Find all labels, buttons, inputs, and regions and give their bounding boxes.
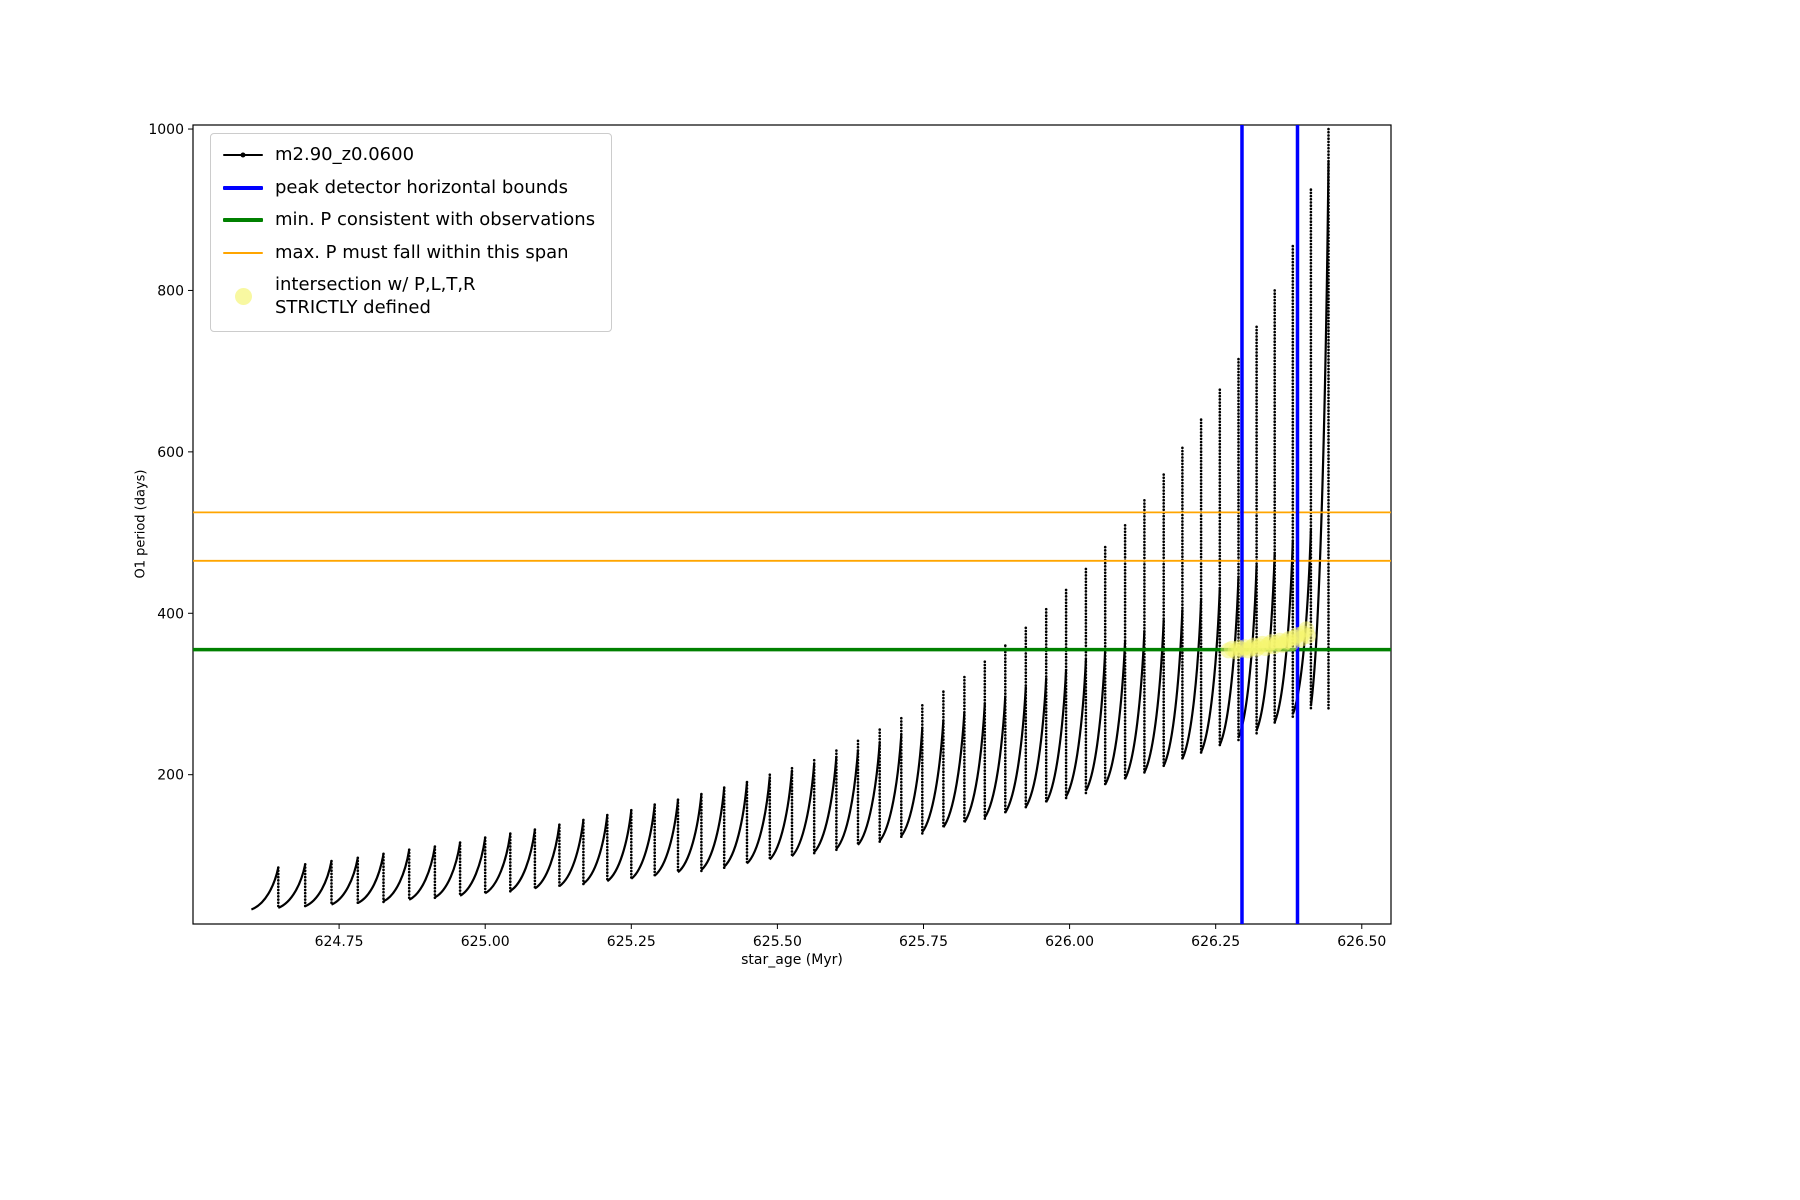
legend-item-min-p: min. P consistent with observations xyxy=(223,209,595,232)
x-tick-label: 626.00 xyxy=(1045,934,1094,950)
series-pulse-spikes xyxy=(277,127,1330,910)
y-tick-label: 800 xyxy=(157,283,184,299)
legend-label: intersection w/ P,L,T,R STRICTLY defined xyxy=(275,274,476,318)
x-tick-label: 626.25 xyxy=(1191,934,1240,950)
legend-label: m2.90_z0.0600 xyxy=(275,144,415,165)
legend-line-swatch-icon xyxy=(223,178,263,198)
legend-line-swatch-icon xyxy=(223,243,263,263)
x-tick-label: 625.75 xyxy=(899,934,948,950)
x-tick-label: 625.50 xyxy=(753,934,802,950)
matplotlib-figure: 624.75 625.00 625.25 625.50 625.75 626.00 626.… xyxy=(133,122,1392,968)
x-tick-label: 625.00 xyxy=(461,934,510,950)
intersection-point xyxy=(1300,627,1316,644)
axes-frame xyxy=(192,124,1392,925)
legend-line-swatch-icon xyxy=(223,145,263,165)
y-tick-label: 1000 xyxy=(148,122,184,138)
x-tick-label: 624.75 xyxy=(315,934,364,950)
y-axis-label: O1 period (days) xyxy=(133,469,149,579)
legend-item-max-p-span: max. P must fall within this span xyxy=(223,242,595,265)
series-curve xyxy=(250,161,1330,911)
x-tick-label: 625.25 xyxy=(607,934,656,950)
legend-label: max. P must fall within this span xyxy=(275,241,569,263)
legend-label: peak detector horizontal bounds xyxy=(275,176,568,198)
x-axis-label: star_age (Myr) xyxy=(741,952,843,968)
legend-item-series: m2.90_z0.0600 xyxy=(223,144,595,167)
y-tick-label: 200 xyxy=(157,768,184,784)
legend-line-swatch-icon xyxy=(223,210,263,230)
legend-marker-dot-icon xyxy=(223,287,263,307)
legend-label: min. P consistent with observations xyxy=(275,209,596,230)
x-tick-label: 626.50 xyxy=(1337,934,1386,950)
legend-item-peak-bounds: peak detector horizontal bounds xyxy=(223,177,595,200)
y-tick-label: 400 xyxy=(157,606,184,622)
legend-item-intersection: intersection w/ P,L,T,R STRICTLY defined xyxy=(223,274,595,319)
y-tick-label: 600 xyxy=(157,445,184,461)
chart-canvas: 624.75 625.00 625.25 625.50 625.75 626.00 626.… xyxy=(148,122,1392,950)
